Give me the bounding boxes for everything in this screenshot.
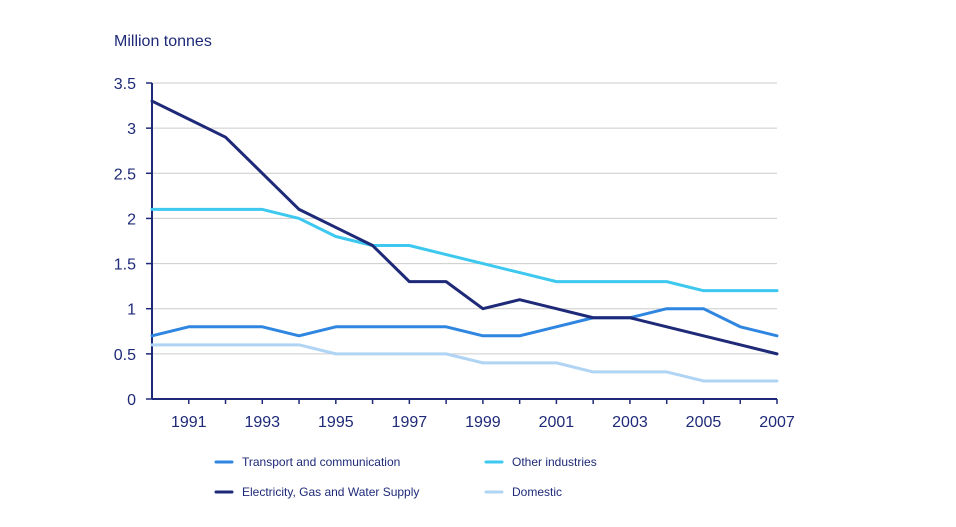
y-tick-label: 0 [127,392,136,409]
x-tick-label: 2001 [539,414,575,431]
grid-lines [152,82,777,355]
legend-label: Domestic [512,485,562,499]
x-tick-label: 2003 [612,414,648,431]
x-tick-label: 1999 [465,414,501,431]
x-tick-label: 1995 [318,414,354,431]
series-line-electricity-gas-and-water-supply [150,99,779,356]
y-tick-label: 2 [127,211,136,228]
y-tick-label: 2.5 [114,166,136,183]
series-line-domestic [150,343,779,383]
y-tick-label: 3 [127,121,136,138]
x-tick-label: 2005 [686,414,722,431]
y-tick-label: 1.5 [114,257,136,274]
y-tick-label: 1 [127,302,136,319]
legend-label: Electricity, Gas and Water Supply [242,485,419,499]
x-ticks: 1991 1993 1995 1997 1999 2001 2003 2005 2007 [171,399,795,431]
y-tick-label: 3.5 [114,76,136,93]
axes [151,83,777,400]
x-tick-label: 2007 [759,414,795,431]
series-line-transport-and-communication [150,307,779,338]
series-line-other-industries [150,207,779,293]
legend-label: Transport and communication [242,455,400,469]
legend: Transport and communication Other industr… [214,455,597,499]
series-lines [150,99,779,383]
y-axis-label: Million tonnes [114,33,212,50]
y-ticks: 0 0.5 1 1.5 2 2.5 3 3.5 [114,76,152,409]
x-tick-label: 1993 [244,414,280,431]
y-tick-label: 0.5 [114,347,136,364]
x-tick-label: 1997 [392,414,428,431]
x-tick-label: 1991 [171,414,207,431]
legend-label: Other industries [512,455,597,469]
